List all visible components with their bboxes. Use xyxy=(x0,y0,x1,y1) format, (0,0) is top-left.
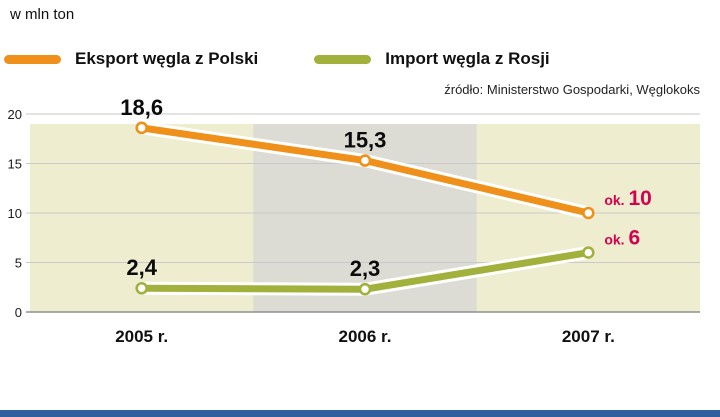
data-point-marker xyxy=(358,154,372,167)
data-point-marker xyxy=(358,282,372,296)
legend-label: Eksport węgla z Polski xyxy=(75,49,259,68)
data-point-marker xyxy=(582,206,595,220)
x-category-label: 2006 r. xyxy=(339,327,392,346)
approx-value-label: ok. 6 xyxy=(604,227,640,250)
legend-label: Import węgla z Rosji xyxy=(385,49,550,68)
y-axis-unit-label: w mln ton xyxy=(10,6,75,23)
y-tick-label: 5 xyxy=(15,256,22,271)
source-credit: źródło: Ministerstwo Gospodarki, Węgloko… xyxy=(444,82,700,97)
legend-swatch xyxy=(314,54,372,64)
footer-bar xyxy=(0,410,720,417)
y-tick-label: 10 xyxy=(8,206,22,221)
legend-swatch xyxy=(4,54,61,64)
x-category-label: 2005 r. xyxy=(115,327,168,346)
approx-value-label: ok. 10 xyxy=(604,187,651,210)
y-tick-label: 20 xyxy=(8,107,22,122)
legend-item: Import węgla z Rosji xyxy=(314,49,550,69)
legend-item: Eksport węgla z Polski xyxy=(4,49,258,69)
value-label: 15,3 xyxy=(344,128,387,153)
data-point-marker xyxy=(135,281,148,295)
data-point-marker xyxy=(135,121,148,135)
value-label: 2,3 xyxy=(350,256,381,281)
legend: Eksport węgla z Polski Import węgla z Ros… xyxy=(4,49,606,69)
data-point-marker xyxy=(582,246,595,259)
y-tick-label: 0 xyxy=(15,305,22,320)
value-label: 2,4 xyxy=(126,255,157,280)
value-label: 18,6 xyxy=(120,95,163,120)
x-category-label: 2007 r. xyxy=(562,327,615,346)
y-tick-label: 15 xyxy=(8,157,22,172)
